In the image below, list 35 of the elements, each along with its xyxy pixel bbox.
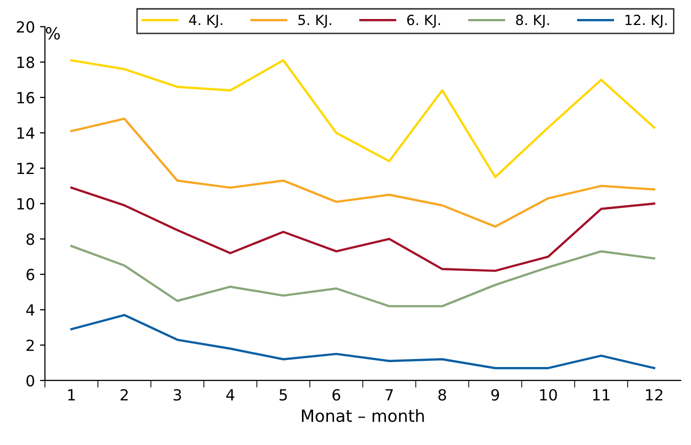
x-tick-label: 10 xyxy=(540,389,557,401)
line-series xyxy=(70,118,656,228)
line-series xyxy=(70,186,656,272)
legend-label: 8. KJ. xyxy=(516,14,549,28)
legend-label: 5. KJ. xyxy=(298,14,332,28)
x-tick-label: 9 xyxy=(491,389,500,401)
y-tick-label: 16 xyxy=(17,92,34,104)
x-tick-label: 2 xyxy=(120,389,128,400)
y-tick-label: 4 xyxy=(26,304,34,316)
y-tick-label: 20 xyxy=(16,21,34,33)
x-tick-label: 4 xyxy=(226,389,234,400)
x-tick-label: 3 xyxy=(174,389,181,401)
y-tick-label: 12 xyxy=(17,162,34,174)
y-tick-label: 10 xyxy=(17,198,34,210)
x-tick-label: 6 xyxy=(332,389,340,401)
x-tick-label: 5 xyxy=(280,389,287,401)
line-series xyxy=(70,244,656,308)
y-tick-label: 18 xyxy=(17,56,34,68)
line-series xyxy=(70,59,656,178)
x-axis-title: Monat – month xyxy=(302,409,424,422)
y-tick-label: 0 xyxy=(26,374,34,386)
y-tick-label: 2 xyxy=(26,340,34,351)
x-tick-label: 1 xyxy=(68,389,75,400)
line-series xyxy=(70,314,656,370)
x-tick-label: 12 xyxy=(646,389,662,400)
y-axis-title: % xyxy=(46,26,60,40)
y-tick-label: 6 xyxy=(26,268,34,280)
x-tick-label: 7 xyxy=(386,389,393,400)
y-tick-label: 14 xyxy=(17,128,34,139)
y-tick-label: 8 xyxy=(26,233,34,245)
x-tick-label: 8 xyxy=(438,389,446,401)
legend-label: 4. KJ. xyxy=(189,14,222,28)
legend-label: 12. KJ. xyxy=(626,14,667,28)
legend-label: 6. KJ. xyxy=(407,14,440,28)
x-tick-label: 11 xyxy=(593,389,610,400)
